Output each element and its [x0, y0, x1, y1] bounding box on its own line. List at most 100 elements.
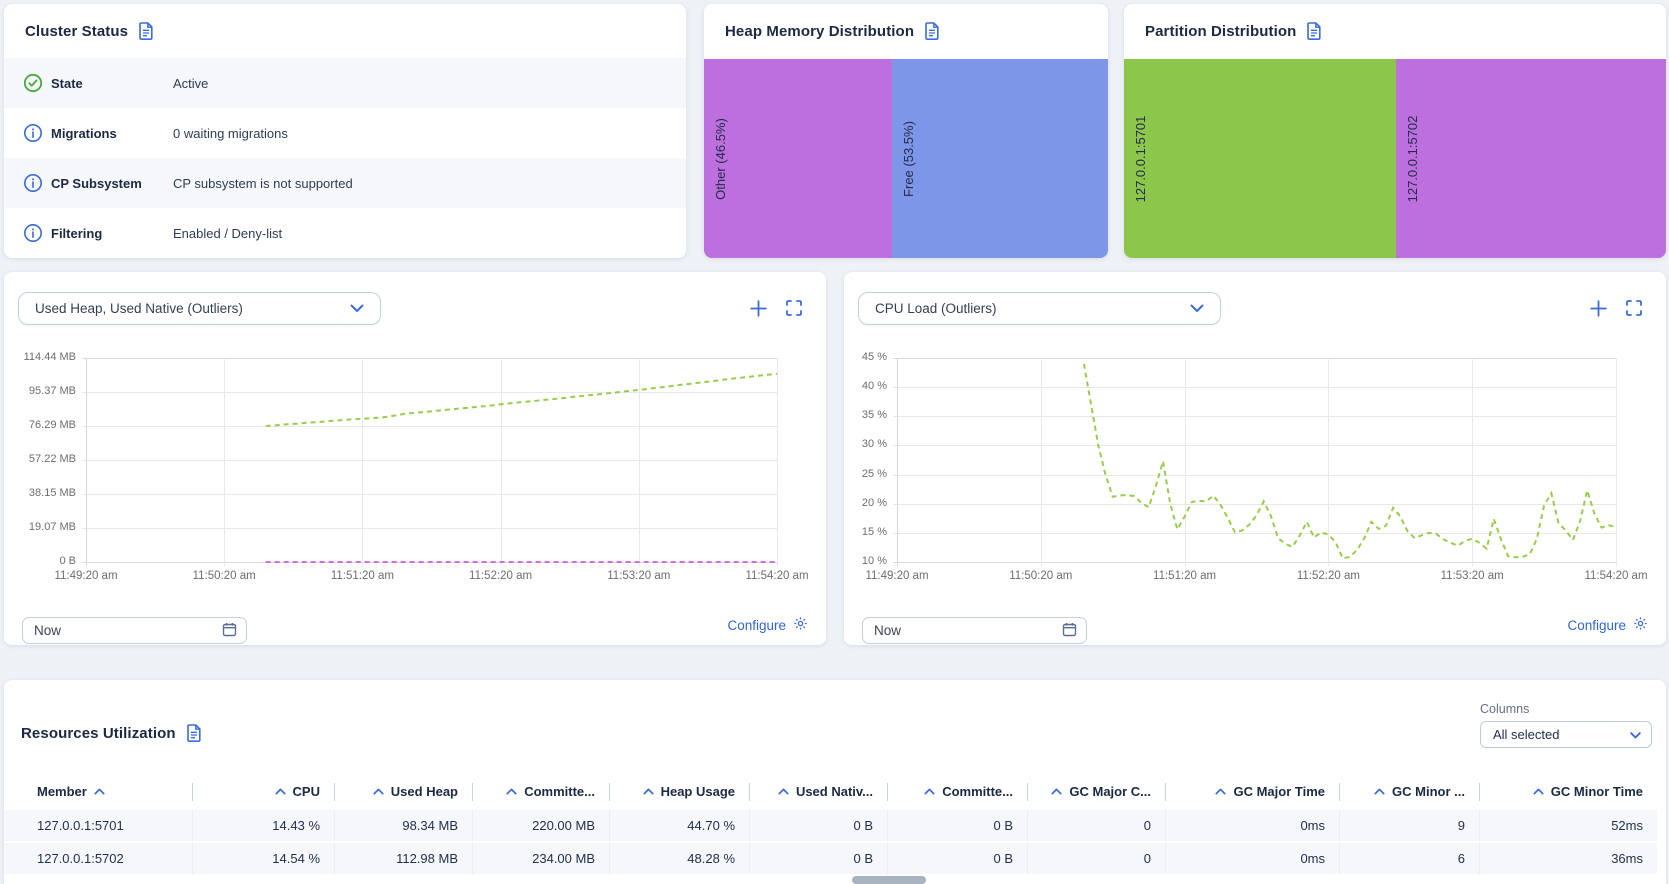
- fullscreen-icon[interactable]: [786, 300, 802, 316]
- table-cell: 52ms: [1479, 810, 1657, 841]
- calendar-icon: [1062, 622, 1077, 640]
- table-cell: 0 B: [749, 843, 887, 874]
- time-picker-input[interactable]: Now: [862, 617, 1087, 644]
- sort-arrow-icon[interactable]: [643, 788, 654, 795]
- cluster-status-row: CP Subsystem CP subsystem is not supporte…: [4, 158, 686, 208]
- y-axis-tick-label: 30 %: [861, 438, 887, 451]
- sort-arrow-icon[interactable]: [373, 788, 384, 795]
- add-chart-icon[interactable]: [750, 300, 767, 317]
- table-cell: 0 B: [887, 810, 1027, 841]
- cpu-chart-plot: [893, 358, 1617, 566]
- table-cell: 0 B: [887, 843, 1027, 874]
- sort-arrow-icon[interactable]: [274, 788, 286, 795]
- table-cell: 0ms: [1165, 810, 1339, 841]
- table-cell: 9: [1339, 810, 1479, 841]
- heap-distribution-title: Heap Memory Distribution: [725, 22, 915, 40]
- y-axis-tick-label: 95.37 MB: [28, 385, 76, 397]
- calendar-icon: [222, 622, 237, 640]
- table-cell: 220.00 MB: [472, 810, 609, 841]
- column-header-label: GC Major C...: [1069, 784, 1151, 799]
- column-header-used-heap[interactable]: Used Heap: [334, 775, 472, 808]
- partition-distribution-bars: 127.0.0.1:5701 127.0.0.1:5702: [1124, 59, 1666, 258]
- sort-arrow-icon[interactable]: [924, 788, 935, 795]
- table-row[interactable]: 127.0.0.1:5701 14.43 % 98.34 MB 220.00 MB 44…: [4, 810, 1657, 841]
- chart-series-used-heap: [265, 372, 778, 427]
- column-header-label: GC Major Time: [1233, 784, 1325, 799]
- y-axis-tick-label: 20 %: [861, 496, 887, 509]
- column-header-label: Used Nativ...: [795, 784, 873, 799]
- column-divider: [749, 782, 750, 801]
- column-divider: [1027, 782, 1028, 801]
- add-chart-icon[interactable]: [1590, 300, 1607, 317]
- column-header-used-nativ[interactable]: Used Nativ...: [749, 775, 887, 808]
- table-cell: 44.70 %: [609, 810, 749, 841]
- y-axis-tick-label: 38.15 MB: [28, 487, 76, 499]
- y-axis-tick-label: 35 %: [861, 409, 887, 422]
- columns-label: Columns: [1480, 702, 1530, 716]
- table-header-row: Member CPU Used Heap Committe... Heap Usage U…: [4, 775, 1657, 808]
- column-header-committe[interactable]: Committe...: [887, 775, 1027, 808]
- chevron-down-icon: [1190, 301, 1204, 316]
- cluster-row-value: Active: [173, 75, 209, 91]
- configure-link[interactable]: Configure: [1567, 616, 1648, 634]
- sort-arrow-icon[interactable]: [1051, 788, 1062, 795]
- sort-arrow-icon[interactable]: [1215, 788, 1227, 795]
- x-axis-tick-label: 11:53:20 am: [607, 570, 671, 582]
- distribution-segment: 127.0.0.1:5702: [1396, 59, 1666, 258]
- column-header-label: Member: [37, 784, 87, 799]
- column-header-label: GC Minor Time: [1550, 784, 1643, 799]
- table-row[interactable]: 127.0.0.1:5702 14.54 % 112.98 MB 234.00 MB 4…: [4, 843, 1657, 874]
- sort-arrow-icon[interactable]: [1533, 788, 1544, 795]
- distribution-segment: Other (46.5%): [704, 59, 892, 258]
- chart-series-cpu-load: [1082, 363, 1617, 560]
- metric-select[interactable]: Used Heap, Used Native (Outliers): [18, 292, 381, 325]
- column-header-label: Used Heap: [390, 784, 458, 799]
- cluster-row-label: Filtering: [51, 225, 103, 241]
- x-axis-tick-label: 11:51:20 am: [1153, 570, 1217, 582]
- chart-canvas: [82, 358, 778, 566]
- sort-arrow-icon[interactable]: [1374, 788, 1385, 795]
- table-cell: 127.0.0.1:5702: [37, 851, 124, 866]
- chevron-down-icon: [350, 301, 364, 316]
- metric-select-value: CPU Load (Outliers): [875, 301, 997, 316]
- document-icon[interactable]: [1306, 22, 1322, 40]
- x-axis-tick-label: 11:54:20 am: [1584, 570, 1648, 582]
- table-cell: 0: [1027, 810, 1165, 841]
- x-axis-tick-label: 11:49:20 am: [54, 570, 118, 582]
- document-icon[interactable]: [138, 22, 154, 40]
- cluster-row-label: Migrations: [51, 125, 117, 141]
- column-header-member[interactable]: Member: [4, 775, 192, 808]
- sort-arrow-icon[interactable]: [94, 788, 105, 795]
- column-header-committe[interactable]: Committe...: [472, 775, 609, 808]
- time-picker-value: Now: [34, 623, 62, 638]
- metric-select[interactable]: CPU Load (Outliers): [858, 292, 1221, 325]
- column-header-gc-minor-time[interactable]: GC Minor Time: [1479, 775, 1657, 808]
- resources-utilization-card: Resources Utilization Columns All select…: [4, 680, 1666, 884]
- table-cell: 0: [1027, 843, 1165, 874]
- distribution-segment-label: Free (53.5%): [900, 120, 916, 197]
- configure-link[interactable]: Configure: [727, 616, 808, 634]
- column-header-gc-major-c[interactable]: GC Major C...: [1027, 775, 1165, 808]
- distribution-segment: Free (53.5%): [891, 59, 1108, 258]
- sort-arrow-icon[interactable]: [506, 788, 517, 795]
- fullscreen-icon[interactable]: [1626, 300, 1642, 316]
- columns-select[interactable]: All selected: [1480, 721, 1652, 748]
- column-header-gc-major-time[interactable]: GC Major Time: [1165, 775, 1339, 808]
- document-icon[interactable]: [186, 724, 202, 742]
- x-axis-tick-label: 11:50:20 am: [1009, 570, 1073, 582]
- y-axis-tick-label: 40 %: [861, 380, 887, 393]
- column-divider: [1165, 782, 1166, 801]
- column-header-gc-minor[interactable]: GC Minor ...: [1339, 775, 1479, 808]
- table-cell: 234.00 MB: [472, 843, 609, 874]
- horizontal-scrollbar-thumb[interactable]: [852, 876, 926, 884]
- column-header-cpu[interactable]: CPU: [192, 775, 334, 808]
- heap-memory-distribution-card: Heap Memory Distribution Other (46.5%) Fr…: [704, 4, 1108, 258]
- document-icon[interactable]: [924, 22, 940, 40]
- column-header-heap-usage[interactable]: Heap Usage: [609, 775, 749, 808]
- info-circle-icon: [23, 173, 43, 193]
- time-picker-input[interactable]: Now: [22, 617, 247, 644]
- sort-arrow-icon[interactable]: [778, 788, 789, 795]
- x-axis-tick-label: 11:49:20 am: [865, 570, 929, 582]
- metric-chart-card-cpu: CPU Load (Outliers) Now Configure 45 % 40…: [844, 272, 1666, 645]
